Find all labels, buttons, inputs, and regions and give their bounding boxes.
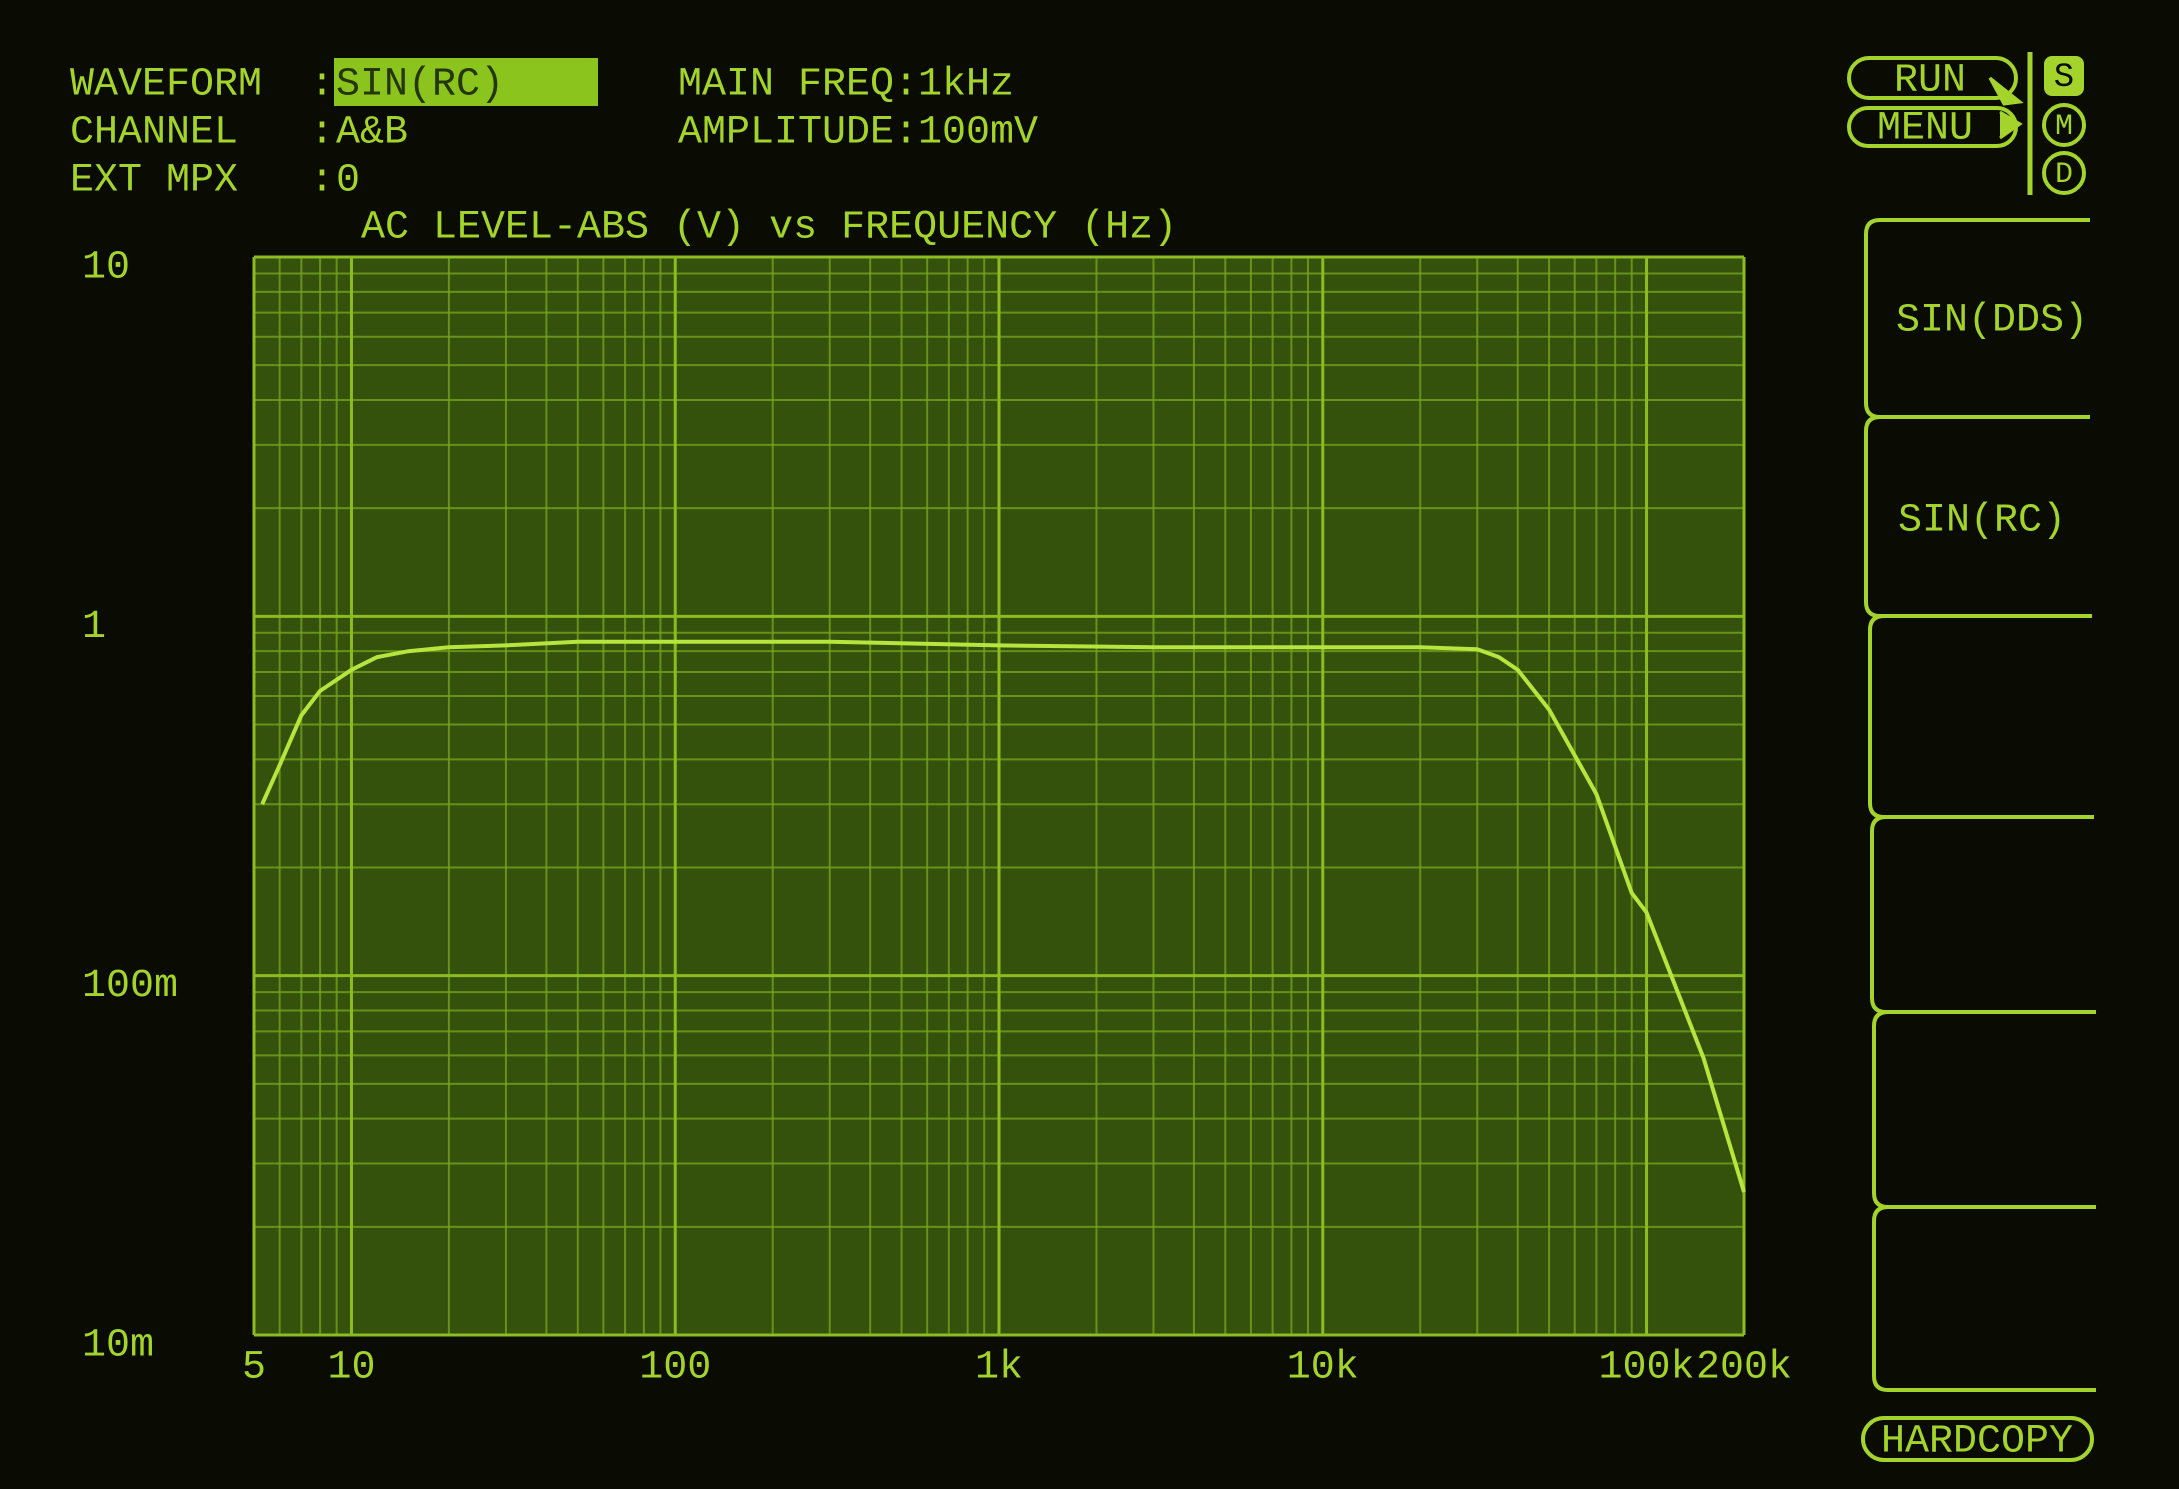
hardcopy-button[interactable] — [1861, 1416, 2094, 1462]
x-tick-label: 1k — [975, 1346, 1023, 1391]
softkey-label[interactable]: SIN(DDS) — [1896, 299, 2088, 344]
pointer-icon — [1988, 76, 2024, 140]
field-label: EXT MPX — [70, 159, 238, 204]
value-highlight — [334, 58, 598, 106]
mode-icon[interactable] — [2044, 56, 2084, 96]
mode-icon[interactable] — [2042, 151, 2086, 195]
mode-label[interactable]: M — [2055, 110, 2073, 144]
y-tick-label: 100m — [82, 964, 178, 1009]
x-tick-label: 10k — [1287, 1346, 1359, 1391]
softkey[interactable] — [1872, 1205, 2096, 1392]
run-button[interactable] — [1847, 56, 2018, 100]
chart: 5 10 100 1k 10k 100k 200k 10 1 100m 10m — [82, 246, 1792, 1391]
x-tick-label: 100k — [1599, 1346, 1695, 1391]
field-separator: : — [310, 63, 334, 108]
y-tick-label: 1 — [82, 605, 106, 650]
y-tick-label: 10m — [82, 1324, 154, 1369]
softkey-label[interactable]: SIN(RC) — [1898, 499, 2066, 544]
mode-label[interactable]: D — [2055, 158, 2073, 192]
hardcopy-label[interactable]: HARDCOPY — [1881, 1420, 2073, 1465]
mode-icon[interactable] — [2042, 103, 2086, 147]
setting: AMPLITUDE:100mV — [678, 111, 1038, 156]
x-tick-label: 200k — [1696, 1346, 1792, 1391]
field-separator: : — [310, 159, 334, 204]
softkey[interactable] — [1864, 415, 2092, 618]
field-label: WAVEFORM — [70, 63, 262, 108]
y-tick-label: 10 — [82, 246, 130, 291]
field-value: A&B — [336, 111, 408, 156]
softkey-panel — [1864, 218, 2096, 1392]
x-tick-label: 5 — [242, 1346, 266, 1391]
mode-label[interactable]: S — [2054, 59, 2074, 97]
field-separator: : — [310, 111, 334, 156]
menu-label[interactable]: MENU — [1877, 107, 1973, 152]
run-label[interactable]: RUN — [1894, 59, 1966, 104]
trace — [260, 639, 1746, 1193]
setting: MAIN FREQ:1kHz — [678, 63, 1014, 108]
field-value: 0 — [336, 159, 360, 204]
x-tick-label: 10 — [327, 1346, 375, 1391]
field-label: CHANNEL — [70, 111, 238, 156]
x-tick-label: 100 — [639, 1346, 711, 1391]
chart-title: AC LEVEL-ABS (V) vs FREQUENCY (Hz) — [361, 206, 1177, 251]
field-value: SIN(RC) — [336, 63, 504, 108]
